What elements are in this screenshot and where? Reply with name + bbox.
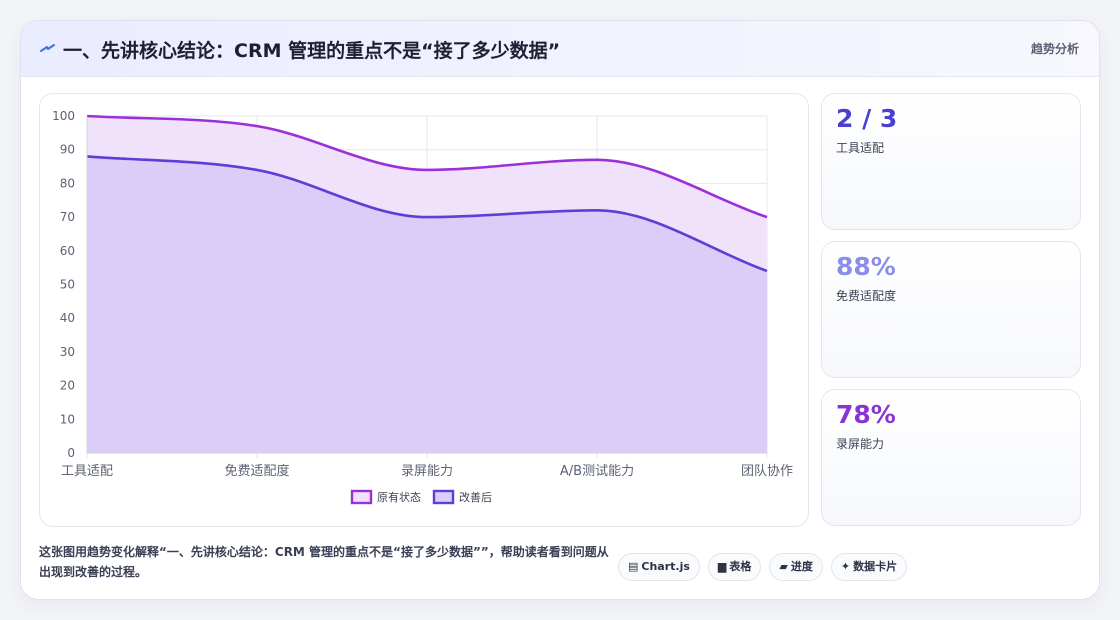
stat-card-free-fit: 88% 免费适配度: [821, 241, 1081, 378]
y-tick-label: 70: [60, 210, 75, 224]
chart-icon: ▤: [628, 560, 639, 573]
chip-label: 进度: [790, 560, 813, 573]
stat-label: 免费适配度: [836, 289, 897, 303]
stat-value: 2 / 3: [836, 104, 898, 133]
x-tick-label: A/B测试能力: [560, 464, 634, 479]
chip-label: Chart.js: [641, 560, 690, 573]
area-chart: 0 10 20 30 40 50 60 70 80 90 100 工具适配 免费适配度 录屏能力 A/B测试…: [52, 109, 793, 505]
stat-card-recording: 78% 录屏能力: [821, 389, 1081, 526]
y-tick-label: 50: [60, 278, 75, 292]
y-tick-label: 100: [52, 109, 75, 123]
series-original-legend-label: 原有状态: [377, 490, 421, 504]
y-tick-label: 60: [60, 244, 75, 258]
x-tick-label: 团队协作: [741, 464, 793, 479]
stat-label: 工具适配: [836, 141, 885, 155]
stat-value: 78%: [836, 400, 896, 429]
section-header: 一、先讲核心结论：CRM 管理的重点不是“接了多少数据” 趋势分析: [21, 21, 1099, 77]
trend-analysis-tag: 趋势分析: [1030, 42, 1079, 56]
y-tick-label: 10: [60, 412, 75, 426]
y-tick-label: 40: [60, 311, 75, 325]
y-tick-label: 20: [60, 379, 75, 393]
chart-caption: 这张图用趋势变化解释“一、先讲核心结论：CRM 管理的重点不是“接了多少数据””…: [39, 545, 609, 579]
series-original-legend-swatch: [350, 489, 373, 505]
chip-data-cards[interactable]: ✦ 数据卡片: [830, 553, 908, 581]
chip-label: 表格: [729, 560, 752, 573]
y-tick-label: 90: [60, 143, 75, 157]
x-tick-label: 免费适配度: [224, 463, 289, 479]
table-icon: ▆: [717, 560, 727, 573]
progress-icon: ▰: [779, 560, 788, 573]
sparkle-icon: ✦: [840, 560, 851, 573]
chip-chartjs[interactable]: ▤ Chart.js: [618, 553, 700, 581]
section-title: 一、先讲核心结论：CRM 管理的重点不是“接了多少数据”: [63, 40, 561, 62]
chart-panel: 0 10 20 30 40 50 60 70 80 90 100 工具适配 免费适配度 录屏能力 A/B测试…: [39, 93, 809, 527]
y-tick-label: 0: [67, 446, 75, 460]
chip-table[interactable]: ▆ 表格: [707, 553, 762, 581]
y-tick-label: 30: [60, 345, 75, 359]
series-improved-area: [87, 156, 767, 453]
stat-label: 录屏能力: [836, 437, 885, 451]
chip-label: 数据卡片: [853, 560, 898, 573]
series-improved-legend-label: 改善后: [459, 490, 492, 504]
report-card: 一、先讲核心结论：CRM 管理的重点不是“接了多少数据” 趋势分析 0 10 20 3…: [20, 20, 1100, 600]
feature-chips: ▤ Chart.js ▆ 表格 ▰ 进度 ✦ 数据卡片: [618, 553, 908, 581]
x-tick-label: 工具适配: [61, 464, 113, 479]
lightning-icon: [40, 44, 55, 52]
x-tick-label: 录屏能力: [401, 464, 453, 479]
stat-value: 88%: [836, 252, 896, 281]
chip-progress[interactable]: ▰ 进度: [769, 553, 823, 581]
stat-card-tool-fit: 2 / 3 工具适配: [821, 93, 1081, 230]
series-improved-legend-swatch: [432, 489, 455, 505]
y-tick-label: 80: [60, 176, 75, 190]
